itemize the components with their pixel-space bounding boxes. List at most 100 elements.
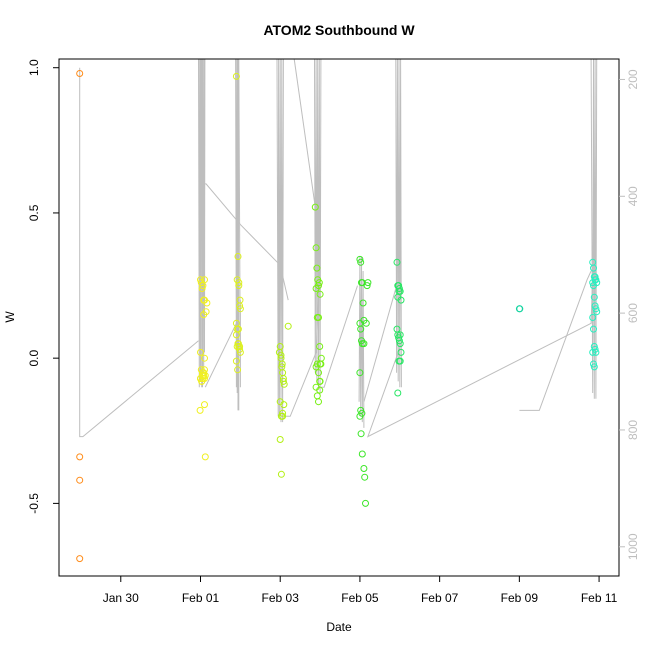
data-point: [360, 340, 368, 348]
data-point: [316, 386, 324, 394]
right-tick-label: 400: [626, 186, 640, 206]
data-point: [313, 264, 321, 272]
y-axis-title: W: [3, 311, 17, 323]
data-point: [201, 401, 208, 409]
x-axis: Jan 30 Feb 01 Feb 03 Feb 05 Feb 07 Feb 09 Feb …: [103, 576, 618, 605]
x-tick-label: Feb 07: [421, 591, 459, 605]
data-point: [358, 450, 366, 458]
chart-title: ATOM2 Southbound W: [263, 22, 415, 38]
data-point: [236, 296, 244, 304]
y-axis: -0.5 0.0 0.5 1.0: [27, 59, 59, 514]
data-point: [592, 348, 600, 356]
x-axis-title: Date: [326, 620, 352, 634]
trace-line: [79, 67, 199, 438]
data-point: [235, 282, 243, 290]
trace-line: [293, 58, 317, 213]
data-point: [394, 389, 402, 397]
data-point: [277, 470, 285, 478]
data-point: [316, 290, 324, 298]
data-point: [315, 398, 322, 406]
y-tick-label: 1.0: [27, 59, 41, 76]
data-point: [234, 366, 242, 374]
data-point: [201, 366, 208, 374]
data-point: [356, 255, 364, 263]
x-tick-label: Feb 11: [581, 591, 618, 605]
data-point: [284, 322, 292, 330]
trace-line: [204, 323, 237, 388]
data-point: [76, 555, 84, 563]
data-point: [315, 369, 322, 377]
trace-line: [395, 58, 402, 388]
data-point: [395, 285, 403, 292]
data-point: [196, 406, 204, 414]
data-point: [236, 348, 244, 356]
data-point: [361, 473, 369, 481]
data-point: [197, 276, 204, 284]
data-point: [279, 409, 287, 417]
data-point: [592, 305, 600, 313]
data-point: [276, 343, 284, 350]
x-tick-label: Jan 30: [103, 591, 139, 605]
data-point: [589, 348, 597, 356]
trace-line: [198, 58, 201, 388]
data-points: [76, 70, 601, 563]
data-point: [280, 401, 288, 409]
data-point: [235, 279, 243, 287]
x-tick-label: Feb 05: [341, 591, 379, 605]
data-point: [360, 465, 368, 472]
right-tick-label: 600: [626, 303, 640, 323]
data-point: [356, 412, 364, 420]
trace-line: [590, 58, 598, 399]
data-point: [203, 299, 211, 307]
data-point: [317, 354, 325, 362]
data-point: [236, 305, 244, 313]
data-point: [278, 360, 286, 368]
x-tick-label: Feb 01: [182, 591, 220, 605]
trace-line: [363, 285, 398, 402]
y-tick-label: -0.5: [27, 493, 41, 514]
right-tick-label: 800: [626, 420, 640, 440]
y-tick-label: 0.5: [27, 204, 41, 221]
data-point: [201, 453, 209, 461]
data-point: [311, 203, 319, 211]
data-point: [313, 360, 321, 368]
data-point: [279, 377, 287, 385]
data-point: [357, 258, 365, 266]
data-point: [316, 343, 324, 350]
data-point: [589, 279, 597, 287]
trace-line: [519, 270, 592, 411]
data-point: [232, 72, 240, 80]
data-point: [357, 325, 365, 333]
data-point: [277, 351, 285, 359]
data-point: [202, 308, 210, 316]
data-point: [234, 253, 242, 260]
right-tick-label: 200: [626, 69, 640, 89]
data-point: [362, 499, 369, 507]
data-point: [197, 348, 204, 356]
data-point: [590, 363, 598, 371]
right-tick-label: 1000: [626, 533, 640, 560]
data-point: [396, 340, 404, 348]
data-point: [590, 293, 598, 301]
trace-lines: [79, 58, 598, 438]
data-point: [356, 369, 364, 377]
data-point: [593, 308, 601, 316]
data-point: [280, 380, 288, 388]
data-point: [589, 314, 597, 321]
trace-line: [276, 58, 284, 423]
data-point: [201, 276, 208, 284]
data-point: [395, 357, 403, 365]
plot-frame: [58, 58, 620, 577]
trace-line: [204, 183, 289, 301]
data-point: [395, 287, 403, 295]
data-point: [357, 430, 365, 438]
data-point: [76, 476, 84, 484]
data-point: [232, 357, 240, 365]
data-point: [312, 244, 320, 252]
data-point: [316, 377, 324, 385]
data-point: [590, 264, 597, 272]
data-point: [279, 412, 287, 420]
trace-line: [314, 58, 322, 394]
data-point: [201, 354, 208, 362]
